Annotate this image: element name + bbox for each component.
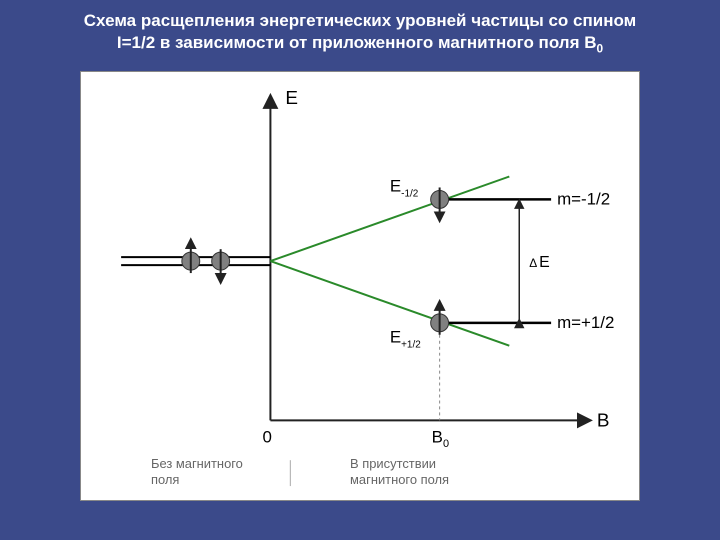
caption-left-1: Без магнитного bbox=[151, 456, 243, 471]
y-axis-label: E bbox=[285, 88, 298, 109]
diagram-container: E B 0 B0 E-1/2 E+1/2 m=-1/2 m=+1/2 ΔE Бе… bbox=[80, 71, 640, 501]
origin-label: 0 bbox=[262, 427, 271, 446]
particle-degenerate-2 bbox=[212, 249, 230, 281]
title-line2-sub: 0 bbox=[597, 41, 604, 55]
m-upper-label: m=-1/2 bbox=[557, 189, 610, 208]
m-lower-label: m=+1/2 bbox=[557, 313, 614, 332]
e-lower-label: E+1/2 bbox=[390, 328, 421, 351]
caption-left-2: поля bbox=[151, 472, 179, 487]
caption-right-2: магнитного поля bbox=[350, 472, 449, 487]
slide-title: Схема расщепления энергетических уровней… bbox=[0, 0, 720, 63]
b0-label: B0 bbox=[432, 427, 449, 450]
caption-right-1: В присутствии bbox=[350, 456, 436, 471]
title-line1: Схема расщепления энергетических уровней… bbox=[84, 11, 636, 30]
title-line2: I=1/2 в зависимости от приложенного магн… bbox=[117, 33, 597, 52]
particle-degenerate-1 bbox=[182, 241, 200, 273]
energy-diagram: E B 0 B0 E-1/2 E+1/2 m=-1/2 m=+1/2 ΔE Бе… bbox=[81, 72, 639, 500]
particle-upper bbox=[431, 187, 449, 219]
x-axis-label: B bbox=[597, 410, 610, 431]
particle-lower bbox=[431, 303, 449, 335]
slide: Схема расщепления энергетических уровней… bbox=[0, 0, 720, 540]
delta-e-label: ΔE bbox=[529, 254, 550, 271]
e-upper-label: E-1/2 bbox=[390, 176, 419, 199]
